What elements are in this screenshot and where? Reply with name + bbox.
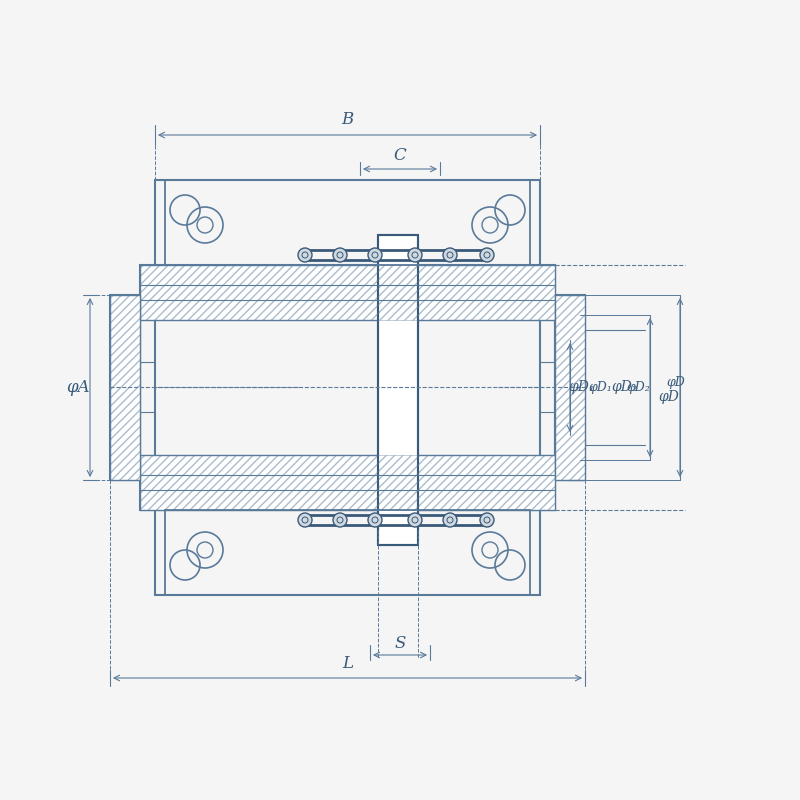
Circle shape [408, 513, 422, 527]
Bar [555, 295, 585, 480]
Text: B: B [342, 111, 354, 129]
Circle shape [333, 248, 347, 262]
Bar [555, 295, 585, 480]
Bar [110, 295, 140, 480]
Text: φD₁: φD₁ [569, 381, 595, 394]
Text: φA: φA [66, 379, 90, 396]
Bar [140, 455, 555, 510]
Text: φD₂: φD₂ [612, 381, 638, 394]
Bar [140, 455, 555, 510]
Text: C: C [394, 146, 406, 163]
Circle shape [443, 513, 457, 527]
Bar [140, 265, 555, 320]
Bar [378, 235, 418, 545]
Bar [165, 510, 530, 595]
Circle shape [408, 248, 422, 262]
Text: S: S [394, 634, 406, 651]
Circle shape [480, 513, 494, 527]
Bar [110, 295, 140, 480]
Circle shape [368, 248, 382, 262]
Text: φD: φD [658, 390, 679, 405]
Bar [155, 180, 540, 595]
Circle shape [480, 248, 494, 262]
Bar [165, 180, 530, 265]
Bar [140, 265, 555, 320]
Circle shape [333, 513, 347, 527]
Bar [555, 295, 585, 480]
Bar [140, 265, 555, 510]
Text: φD: φD [666, 376, 686, 389]
Bar [110, 295, 140, 480]
Text: φD₂: φD₂ [626, 381, 650, 394]
Circle shape [443, 248, 457, 262]
Circle shape [298, 513, 312, 527]
Circle shape [298, 248, 312, 262]
Text: L: L [342, 655, 353, 673]
Text: φD₁: φD₁ [588, 381, 612, 394]
Circle shape [368, 513, 382, 527]
